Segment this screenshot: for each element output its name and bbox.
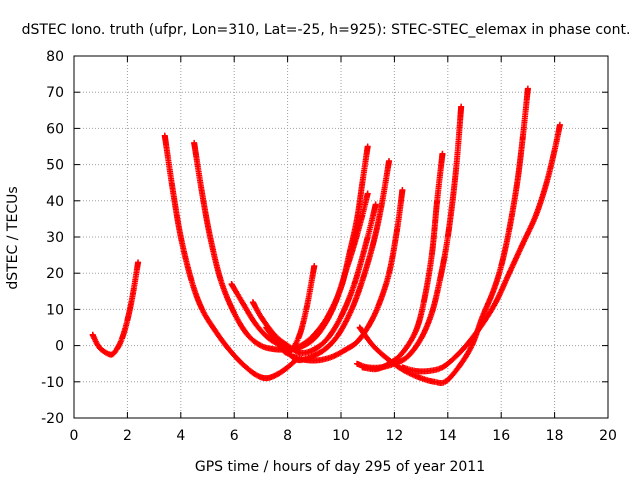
y-tick-label: 50 [46,158,64,174]
x-tick-label: 18 [546,428,564,444]
data-point [458,103,465,110]
y-tick-label: -20 [41,411,64,427]
data-point [364,190,371,197]
y-tick-label: 70 [46,85,64,101]
x-tick-label: 10 [332,428,350,444]
data-point [439,150,446,157]
data-point [364,143,371,150]
y-tick-label: -10 [41,375,64,391]
data-point [556,121,563,128]
axis-ticks: 0 2 4 6 8 10 12 14 16 18 20 -20 -10 0 10 20 30 40 50 60 70 80 [41,49,617,444]
x-axis-label: GPS time / hours of day 295 of year 2011 [195,459,485,475]
data-point [372,201,379,208]
y-tick-label: 0 [55,339,64,355]
x-tick-label: 8 [283,428,292,444]
x-tick-label: 14 [439,428,457,444]
y-axis-label: dSTEC / TECUs [5,186,21,289]
series-points [89,85,563,387]
y-tick-label: 10 [46,302,64,318]
x-tick-label: 16 [492,428,510,444]
data-point [399,186,406,193]
chart-title: dSTEC Iono. truth (ufpr, Lon=310, Lat=-2… [22,22,631,38]
data-point [524,85,531,92]
y-tick-label: 30 [46,230,64,246]
data-point [311,262,318,269]
data-point [135,259,142,266]
x-tick-label: 20 [599,428,617,444]
data-point [386,157,393,164]
y-tick-label: 20 [46,266,64,282]
x-tick-label: 12 [385,428,403,444]
x-tick-label: 4 [176,428,185,444]
y-tick-label: 80 [46,49,64,65]
x-tick-label: 0 [70,428,79,444]
y-tick-label: 40 [46,194,64,210]
y-tick-label: 60 [46,121,64,137]
x-tick-label: 2 [123,428,132,444]
x-tick-label: 6 [230,428,239,444]
